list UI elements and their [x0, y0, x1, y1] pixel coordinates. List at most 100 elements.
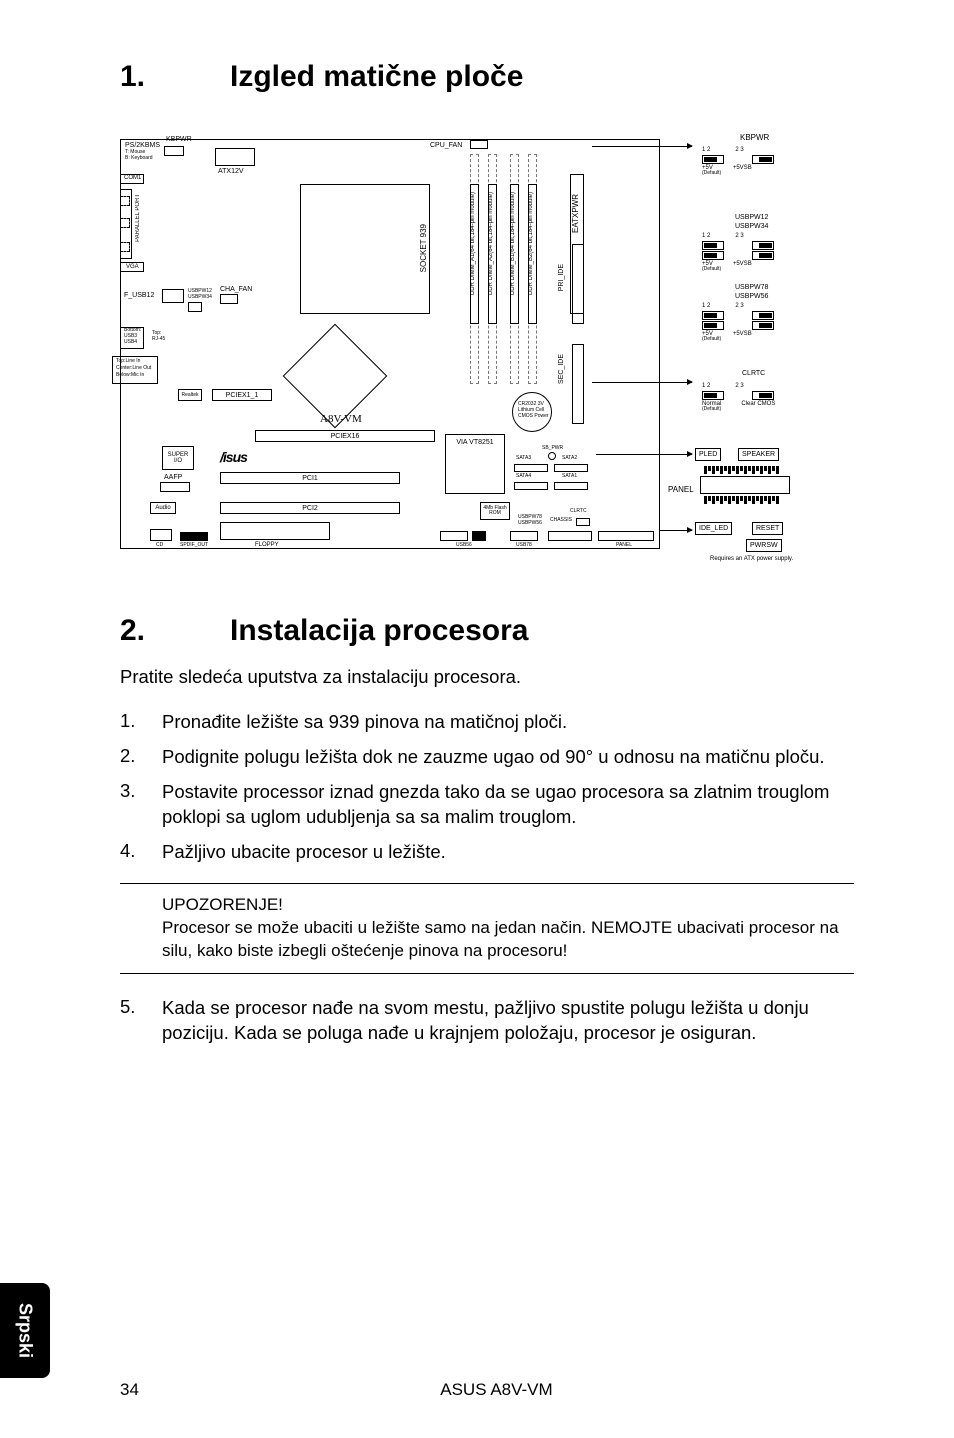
- dimmb2-label: DDR DIMM_B2(64 bit,184-pin module): [528, 192, 534, 295]
- speaker-box: SPEAKER: [738, 448, 779, 461]
- spdif-label: SPDIF_OUT: [180, 543, 208, 548]
- usb78-label: USB78: [516, 543, 532, 548]
- dimma1-label: DDR DIMM_A1(64 bit,184-pin module): [470, 192, 476, 295]
- step-4-num: 4.: [120, 840, 162, 865]
- bkey-label: B: Keyboard: [125, 156, 153, 161]
- ps2-label: PS/2KBMS: [125, 142, 160, 149]
- topline-label: Top:Line In: [116, 359, 140, 364]
- viavt-label: VIA VT8251: [445, 434, 505, 494]
- ideled-box: IDE_LED: [695, 522, 732, 535]
- secide-label: SEC_IDE: [558, 354, 565, 384]
- eatxpwr-label: EATXPWR: [572, 194, 580, 233]
- pled-box: PLED: [695, 448, 721, 461]
- side-tab-label: Srpski: [15, 1303, 36, 1358]
- clearcmos-label: Clear CMOS: [741, 401, 775, 407]
- sata4-label: SATA4: [516, 474, 531, 479]
- motherboard-diagram: PS/2KBMS T: Mouse B: Keyboard KBPWR ATX1…: [120, 134, 854, 564]
- usbpw34-label: USBPW34: [188, 295, 212, 300]
- kbpwr-top-label: KBPWR: [166, 136, 192, 143]
- sata3-label: SATA3: [516, 456, 531, 461]
- socket-label: SOCKET 939: [420, 224, 428, 272]
- j23-1: 2 3: [735, 147, 743, 153]
- warning-title: UPOZORENJE!: [162, 894, 854, 917]
- below-label: Below:Mic In: [116, 373, 144, 378]
- panell-label: PANEL: [616, 543, 632, 548]
- section-2-title: Instalacija procesora: [230, 614, 528, 648]
- warning-body: Procesor se može ubaciti u ležište samo …: [162, 917, 854, 963]
- kbpwr-r-label: KBPWR: [740, 134, 769, 142]
- j23-2: 2 3: [735, 233, 743, 239]
- parallel-label: PARALLEL PORT: [135, 194, 141, 242]
- cd-label: CD: [156, 543, 163, 548]
- usbpw78r-label: USBPW78: [735, 284, 768, 291]
- a8vvm-label: A8V-VM: [320, 414, 362, 425]
- page-number: 34: [120, 1380, 139, 1400]
- step-1-num: 1.: [120, 710, 162, 735]
- atx12v-label: ATX12V: [218, 168, 244, 175]
- center-label: Center:Line Out: [116, 366, 151, 371]
- reset-box: RESET: [752, 522, 783, 535]
- section-1-number: 1.: [120, 60, 230, 94]
- usb4-label: USB4: [124, 340, 137, 345]
- pwrsw-box: PWRSW: [746, 539, 782, 552]
- pciex16-label: PCIEX16: [255, 430, 435, 442]
- reqatx-label: Requires an ATX power supply.: [710, 556, 793, 562]
- vga-label: VGA: [126, 264, 139, 270]
- clrtcr-label: CLRTC: [742, 370, 765, 377]
- sata1-label: SATA1: [562, 474, 577, 479]
- pci1-label: PCI1: [220, 472, 400, 484]
- priide-label: PRI_IDE: [558, 264, 565, 291]
- j12-3: 1 2: [702, 303, 710, 309]
- step-3-num: 3.: [120, 780, 162, 830]
- footer-title: ASUS A8V-VM: [440, 1380, 552, 1400]
- pci2-label: PCI2: [220, 502, 400, 514]
- chafan-label: CHA_FAN: [220, 286, 252, 293]
- fusb12-label: F_USB12: [124, 292, 154, 299]
- step-4-text: Pažljivo ubacite procesor u ležište.: [162, 840, 854, 865]
- j23-3: 2 3: [735, 303, 743, 309]
- step-3-text: Postavite processor iznad gnezda tako da…: [162, 780, 854, 830]
- rj45-label: RJ-45: [152, 337, 165, 342]
- dimmb1-label: DDR DIMM_B1(64 bit,184-pin module): [510, 192, 516, 295]
- p5vsb-2: +5VSB: [733, 261, 752, 267]
- clrtcl-label: CLRTC: [570, 509, 587, 514]
- usb56-label: USB56: [456, 543, 472, 548]
- intro-text: Pratite sledeća uputstva za instalaciju …: [120, 666, 854, 688]
- realtek-label: Realtek: [178, 389, 202, 401]
- sata2-label: SATA2: [562, 456, 577, 461]
- cpufan-label: CPU_FAN: [430, 142, 462, 149]
- com1-label: COM1: [124, 175, 141, 181]
- pciex1-label: PCIEX1_1: [212, 389, 272, 401]
- p5vsb-1: +5VSB: [733, 165, 752, 171]
- step-2-num: 2.: [120, 745, 162, 770]
- default-4: (Default): [702, 407, 775, 412]
- j23-4: 2 3: [735, 383, 743, 389]
- audio-label: Audio: [150, 502, 176, 514]
- cmos-label: CMOS Power: [518, 414, 549, 419]
- dimma2-label: DDR DIMM_A2(64 bit,184-pin module): [488, 192, 494, 295]
- usbpw56r-label: USBPW56: [735, 293, 768, 300]
- j12-1: 1 2: [702, 147, 710, 153]
- panelr-label: PANEL: [668, 486, 694, 494]
- j12-4: 1 2: [702, 383, 710, 389]
- asus-logo: /isus: [220, 450, 247, 464]
- default-1: (Default): [702, 171, 774, 176]
- section-2-number: 2.: [120, 614, 230, 648]
- usbpw12r-label: USBPW12: [735, 214, 768, 221]
- warning-block: UPOZORENJE! Procesor se može ubaciti u l…: [120, 883, 854, 974]
- aafp-label: AAFP: [164, 474, 182, 481]
- side-tab: Srpski: [0, 1283, 50, 1378]
- usbpw56l-label: USBPW56: [518, 521, 542, 526]
- superio2-label: I/O: [174, 458, 182, 464]
- sbpwr-label: SB_PWR: [542, 446, 563, 451]
- step-5-text: Kada se procesor nađe na svom mestu, paž…: [162, 996, 854, 1046]
- step-2-text: Podignite polugu ležišta dok ne zauzme u…: [162, 745, 854, 770]
- step-5-num: 5.: [120, 996, 162, 1046]
- floppy-label: FLOPPY: [255, 542, 279, 548]
- step-1-text: Pronađite ležište sa 939 pinova na matič…: [162, 710, 854, 735]
- default-3: (Default): [702, 337, 774, 342]
- section-1-title: Izgled matične ploče: [230, 60, 523, 94]
- default-2: (Default): [702, 267, 774, 272]
- j12-2: 1 2: [702, 233, 710, 239]
- usbpw34r-label: USBPW34: [735, 223, 768, 230]
